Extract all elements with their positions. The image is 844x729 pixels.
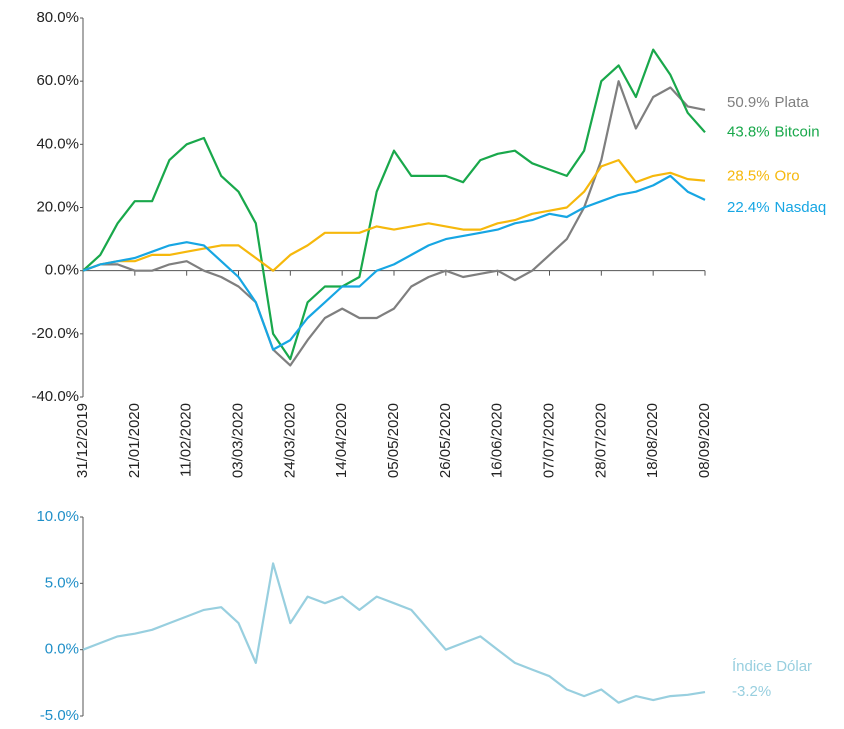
x-tick-label: 16/06/2020 bbox=[489, 403, 506, 478]
x-tick-label: 24/03/2020 bbox=[281, 403, 298, 478]
end-label: 43.8% Bitcoin bbox=[727, 123, 820, 140]
y-tick-label: 20.0% bbox=[36, 198, 79, 215]
chart: -40.0% -20.0% 0.0% 20.0% 40.0% 60.0% 80.0% 31/1… bbox=[0, 0, 844, 724]
y-tick-label: 60.0% bbox=[36, 72, 79, 89]
x-tick-label: 18/08/2020 bbox=[644, 403, 661, 478]
x-tick-label: 05/05/2020 bbox=[385, 403, 402, 478]
legend-name: Bitcoin bbox=[775, 123, 820, 140]
legend-name: Índice Dólar bbox=[732, 658, 812, 675]
series-line bbox=[83, 160, 705, 271]
end-value: 22.4% bbox=[727, 199, 770, 216]
x-tick-label: 14/04/2020 bbox=[333, 403, 350, 478]
y-tick-label: 5.0% bbox=[45, 574, 79, 591]
y-tick-label: 40.0% bbox=[36, 135, 79, 152]
end-label: 28.5% Oro bbox=[727, 168, 800, 185]
x-tick-label: 21/01/2020 bbox=[126, 403, 143, 478]
y-tick-label: -40.0% bbox=[31, 388, 79, 405]
x-tick-label: 03/03/2020 bbox=[229, 403, 246, 478]
end-label: 22.4% Nasdaq bbox=[727, 199, 826, 216]
y-tick-label: 10.0% bbox=[36, 508, 79, 525]
x-tick-label: 31/12/2019 bbox=[74, 403, 91, 478]
end-value: 50.9% bbox=[727, 94, 770, 111]
x-tick-label: 26/05/2020 bbox=[437, 403, 454, 478]
end-value: 28.5% bbox=[727, 168, 770, 185]
y-tick-label: -5.0% bbox=[40, 707, 79, 724]
x-tick-label: 08/09/2020 bbox=[696, 403, 713, 478]
y-tick-label: 0.0% bbox=[45, 262, 79, 279]
x-tick-label: 07/07/2020 bbox=[540, 403, 557, 478]
x-tick-label: 11/02/2020 bbox=[178, 403, 195, 477]
y-tick-label: -20.0% bbox=[31, 325, 79, 342]
legend-name: Nasdaq bbox=[775, 199, 827, 216]
end-value: -3.2% bbox=[732, 683, 771, 700]
legend-name: Oro bbox=[775, 168, 800, 185]
series-line bbox=[83, 50, 705, 360]
end-label: 50.9% Plata bbox=[727, 94, 809, 111]
x-tick-label: 28/07/2020 bbox=[592, 403, 609, 478]
series-line bbox=[83, 563, 705, 702]
legend-name: Plata bbox=[775, 94, 810, 111]
end-value: 43.8% bbox=[727, 123, 770, 140]
series-line bbox=[83, 81, 705, 365]
y-tick-label: 0.0% bbox=[45, 641, 79, 658]
y-tick-label: 80.0% bbox=[36, 9, 79, 26]
